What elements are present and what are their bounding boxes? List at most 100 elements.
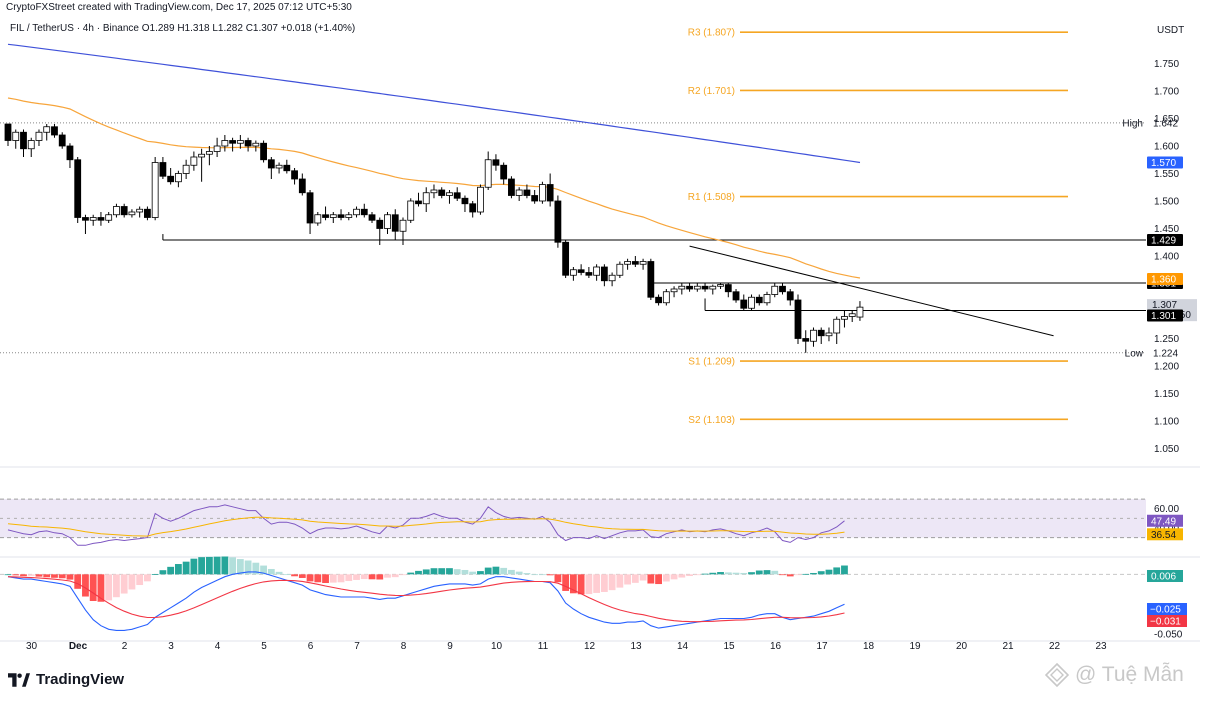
candle[interactable] bbox=[260, 140, 267, 163]
level-tag-1301[interactable]: 1.301 bbox=[1147, 309, 1183, 322]
candle[interactable] bbox=[539, 181, 546, 204]
candle[interactable] bbox=[4, 123, 12, 146]
candle[interactable] bbox=[415, 192, 422, 207]
symbol-title[interactable]: FIL / TetherUS · 4h · Binance bbox=[10, 23, 139, 34]
candle[interactable] bbox=[252, 140, 260, 152]
tradingview-brand[interactable]: TradingView bbox=[8, 671, 124, 688]
candle[interactable] bbox=[577, 264, 585, 276]
candle[interactable] bbox=[113, 203, 120, 218]
rsi-value-tag[interactable]: 47.49 bbox=[1147, 514, 1183, 528]
candle[interactable] bbox=[407, 198, 415, 223]
candle[interactable] bbox=[515, 187, 523, 201]
candle[interactable] bbox=[647, 258, 655, 300]
candle[interactable] bbox=[631, 256, 639, 267]
candle[interactable] bbox=[89, 214, 97, 226]
candle[interactable] bbox=[600, 264, 608, 287]
candle[interactable] bbox=[554, 195, 562, 248]
candle[interactable] bbox=[306, 190, 314, 234]
candle[interactable] bbox=[709, 284, 717, 295]
candle[interactable] bbox=[531, 190, 539, 204]
candle[interactable] bbox=[244, 137, 252, 152]
candle[interactable] bbox=[848, 311, 856, 322]
ema-200-tag[interactable]: 1.570 bbox=[1147, 156, 1183, 170]
candle[interactable] bbox=[794, 294, 802, 345]
candle[interactable] bbox=[508, 176, 515, 199]
candle[interactable] bbox=[802, 330, 810, 353]
candle[interactable] bbox=[686, 283, 693, 292]
macd-line-tag[interactable]: −0.025 bbox=[1147, 603, 1187, 616]
candle[interactable] bbox=[477, 184, 484, 215]
candle[interactable] bbox=[740, 294, 748, 312]
candle[interactable] bbox=[345, 212, 353, 221]
candle[interactable] bbox=[500, 162, 508, 185]
candle[interactable] bbox=[190, 151, 198, 171]
candle[interactable] bbox=[182, 159, 190, 179]
candle[interactable] bbox=[755, 294, 763, 306]
candle[interactable] bbox=[639, 258, 647, 270]
candle[interactable] bbox=[430, 184, 438, 199]
candle[interactable] bbox=[322, 206, 329, 221]
candle[interactable] bbox=[391, 209, 399, 240]
candle[interactable] bbox=[82, 214, 89, 234]
rsi-ma-tag[interactable]: 36.54 bbox=[1147, 528, 1183, 541]
candle[interactable] bbox=[66, 143, 74, 168]
candle[interactable] bbox=[786, 289, 794, 306]
candle[interactable] bbox=[461, 195, 469, 213]
candle[interactable] bbox=[314, 212, 322, 226]
candle[interactable] bbox=[624, 258, 631, 270]
candle[interactable] bbox=[593, 264, 601, 281]
candle[interactable] bbox=[51, 124, 58, 138]
candle[interactable] bbox=[105, 212, 113, 223]
candle[interactable] bbox=[608, 272, 616, 287]
candle[interactable] bbox=[810, 327, 817, 347]
candle[interactable] bbox=[35, 129, 43, 147]
candle[interactable] bbox=[136, 206, 144, 218]
candle[interactable] bbox=[655, 294, 662, 306]
candle[interactable] bbox=[399, 217, 407, 246]
candle[interactable] bbox=[817, 327, 825, 345]
candle[interactable] bbox=[678, 283, 686, 295]
macd-hist-tag[interactable]: 0.006 bbox=[1147, 570, 1183, 583]
candle[interactable] bbox=[167, 168, 175, 185]
candle[interactable] bbox=[236, 135, 244, 149]
candle[interactable] bbox=[368, 212, 376, 223]
candle[interactable] bbox=[779, 283, 786, 295]
candle[interactable] bbox=[492, 154, 500, 171]
candle[interactable] bbox=[384, 212, 391, 234]
candle[interactable] bbox=[446, 190, 453, 204]
candle[interactable] bbox=[267, 157, 275, 179]
candle[interactable] bbox=[337, 209, 345, 221]
candle[interactable] bbox=[484, 151, 492, 191]
candle[interactable] bbox=[376, 217, 384, 246]
candle[interactable] bbox=[174, 170, 182, 188]
candle[interactable] bbox=[275, 162, 283, 174]
candle[interactable] bbox=[229, 137, 237, 152]
candle[interactable] bbox=[616, 261, 624, 279]
candle[interactable] bbox=[159, 157, 167, 179]
candle[interactable] bbox=[453, 187, 461, 201]
candle[interactable] bbox=[717, 283, 724, 290]
candle[interactable] bbox=[353, 206, 360, 218]
candle[interactable] bbox=[724, 283, 732, 298]
candle[interactable] bbox=[732, 289, 740, 303]
candle[interactable] bbox=[128, 209, 136, 218]
candle[interactable] bbox=[856, 301, 864, 321]
candle[interactable] bbox=[841, 311, 848, 328]
candle[interactable] bbox=[523, 184, 531, 199]
candle[interactable] bbox=[120, 203, 128, 218]
candle[interactable] bbox=[662, 289, 670, 306]
candle[interactable] bbox=[291, 168, 298, 185]
candle[interactable] bbox=[12, 129, 20, 149]
candle[interactable] bbox=[693, 283, 701, 292]
candle[interactable] bbox=[329, 212, 337, 223]
candle[interactable] bbox=[97, 212, 105, 226]
candle[interactable] bbox=[771, 283, 779, 298]
candle[interactable] bbox=[670, 286, 678, 298]
candle[interactable] bbox=[469, 201, 477, 218]
candle[interactable] bbox=[585, 267, 593, 278]
signal-line-tag[interactable]: −0.031 bbox=[1147, 615, 1187, 628]
candle[interactable] bbox=[422, 187, 430, 212]
candle[interactable] bbox=[833, 316, 841, 345]
candle[interactable] bbox=[763, 291, 771, 306]
